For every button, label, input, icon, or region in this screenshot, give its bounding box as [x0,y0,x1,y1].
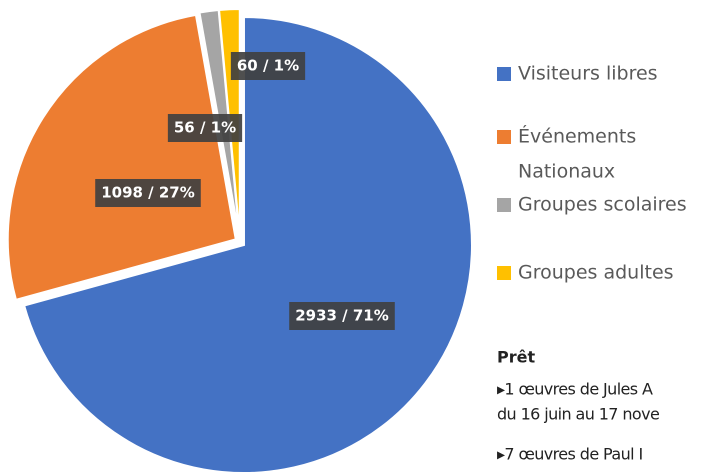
notes-line: du 16 juin au 17 nove [497,405,659,424]
notes-heading: Prêt [497,348,535,367]
notes-line: ▸7 œuvres de Paul I [497,445,643,464]
legend-label: Nationaux [518,161,615,183]
data-label-box [167,114,243,142]
notes-line: ▸1 œuvres de Jules A [497,380,653,399]
legend-swatch [497,67,511,81]
data-label-box [230,52,306,80]
legend-label: Groupes scolaires [518,194,687,216]
legend-label: Événements [518,125,636,148]
data-label: 56 / 1% [174,119,236,137]
data-label-box [289,302,395,330]
legend-label: Groupes adultes [518,262,674,284]
legend-label: Visiteurs libres [518,63,658,85]
legend-swatch [497,130,511,144]
legend-swatch [497,198,511,212]
legend: Visiteurs libres Événements Nationaux Group… [497,63,687,284]
data-labels: 2933 / 71% 1098 / 27% 56 / 1% 60 / 1% [95,52,395,330]
data-label-box [95,179,201,207]
legend-swatch [497,266,511,280]
data-label: 1098 / 27% [101,184,195,202]
data-label: 60 / 1% [237,57,299,75]
data-label: 2933 / 71% [295,307,389,325]
pie-slice [22,16,473,474]
pie-slice [6,13,237,302]
pie [6,8,473,474]
